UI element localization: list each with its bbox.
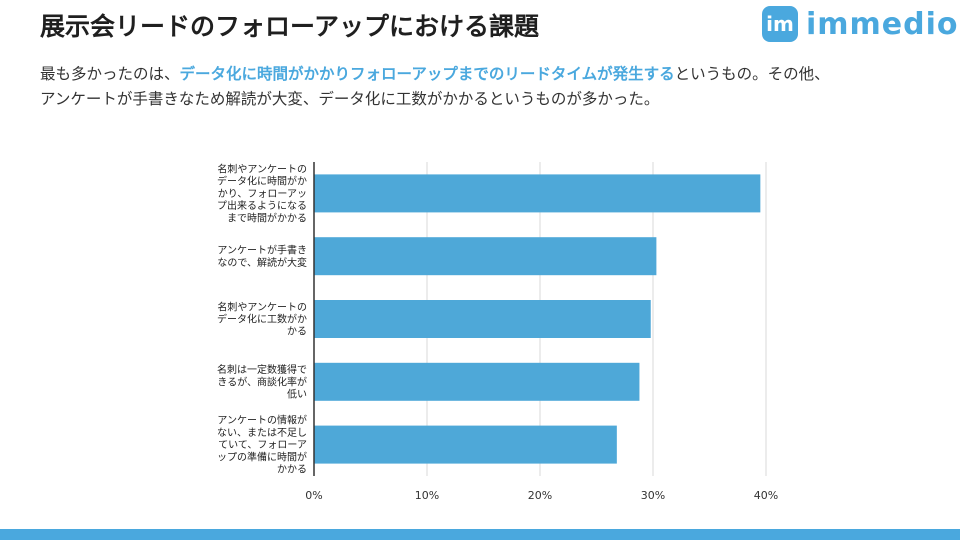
category-label: ップの準備に時間が (217, 450, 307, 463)
category-label: ていて、フォローア (218, 440, 307, 451)
footer-bar (0, 529, 960, 540)
summary-line-2: アンケートが手書きなため解読が大変、データ化に工数がかかるというものが多かった。 (40, 90, 660, 108)
bar (314, 237, 657, 276)
tick-label: 40% (754, 489, 778, 502)
category-label: きるが、商談化率が (217, 375, 307, 388)
page-title: 展示会リードのフォローアップにおける課題 (40, 12, 540, 41)
category-labels: 名刺やアンケートのデータ化に時間がかかり、フォローアップ出来るようになるまで時間… (217, 163, 307, 476)
category-label: 名刺は一定数獲得で (217, 363, 307, 376)
category-label: アンケートが手書き (217, 244, 307, 257)
bar (314, 425, 617, 464)
brand-logo: im immedio (762, 6, 959, 42)
bar (314, 174, 761, 213)
category-label: データ化に工数がか (217, 313, 307, 326)
category-label: ない、または不足し (217, 427, 307, 439)
bar (314, 300, 651, 338)
summary-line-1: 最も多かったのは、データ化に時間がかかりフォローアップまでのリードタイムが発生す… (40, 62, 940, 87)
category-label: かかる (277, 464, 307, 476)
summary-text: 最も多かったのは、データ化に時間がかかりフォローアップまでのリードタイムが発生す… (40, 62, 940, 112)
category-label: データ化に時間がか (217, 175, 307, 188)
category-label: アンケートの情報が (217, 414, 307, 427)
bar (314, 362, 640, 401)
tick-label: 0% (305, 489, 322, 502)
summary-part-2: というもの。その他、 (674, 65, 830, 83)
category-label: かり、フォローアッ (218, 188, 307, 200)
category-label: かる (287, 326, 307, 338)
logo-text: immedio (806, 6, 959, 42)
bars (314, 174, 761, 464)
category-label: 名刺やアンケートの (217, 163, 307, 176)
tick-label: 20% (528, 489, 552, 502)
summary-highlight: データ化に時間がかかりフォローアップまでのリードタイムが発生する (179, 65, 675, 83)
summary-part-1: 最も多かったのは、 (40, 65, 180, 83)
category-label: なので、解読が大変 (217, 256, 307, 269)
tick-label: 30% (641, 489, 665, 502)
logo-icon: im (762, 6, 798, 42)
category-label: プ出来るようになる (217, 199, 307, 212)
tick-label: 10% (415, 489, 439, 502)
x-axis-ticks: 0% 10% 20% 30% 40% (305, 489, 778, 502)
category-label: 名刺やアンケートの (217, 300, 307, 313)
category-label: 低い (287, 388, 307, 401)
category-label: まで時間がかかる (227, 211, 307, 224)
